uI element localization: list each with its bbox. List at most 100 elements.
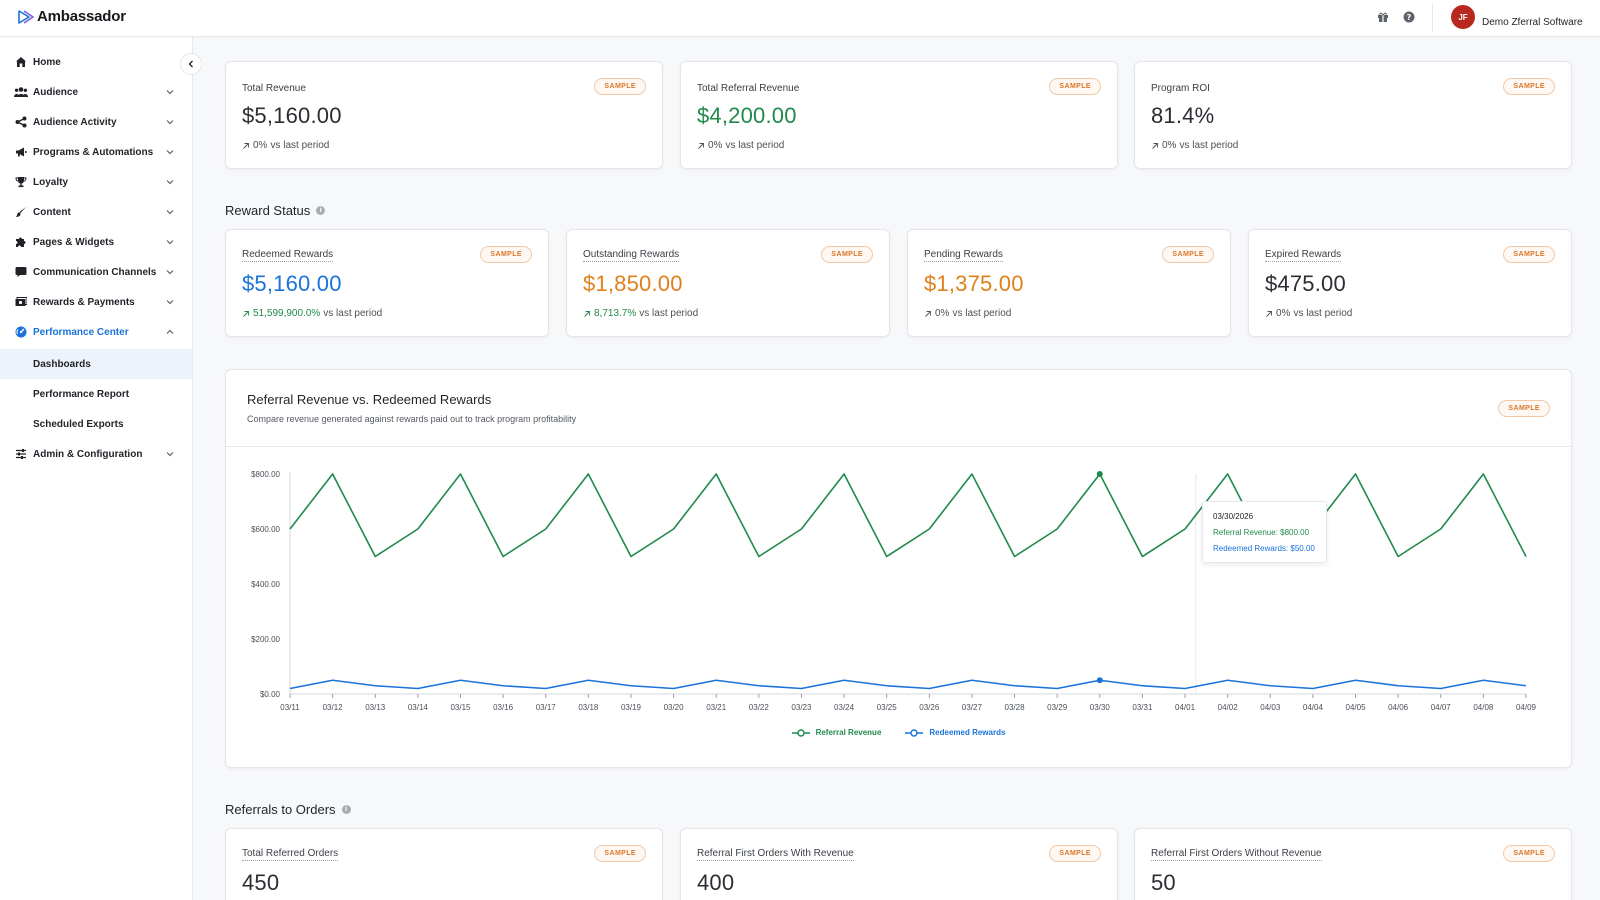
kpi-change: 0% vs last period (1265, 308, 1352, 319)
sidebar-item-performance-center[interactable]: Performance Center (0, 317, 192, 347)
sidebar-item-label: Performance Center (33, 326, 129, 338)
sidebar-item-label: Pages & Widgets (33, 236, 115, 248)
chevron-down-icon (166, 120, 174, 125)
sidebar-subitem-dashboards[interactable]: Dashboards (0, 349, 192, 379)
avatar[interactable]: JF (1451, 5, 1475, 29)
x-tick-label: 03/29 (1047, 703, 1068, 712)
kpi-change-suffix: vs last period (952, 308, 1012, 319)
sample-badge: SAMPLE (1162, 246, 1214, 263)
trophy-icon (14, 175, 28, 189)
sidebar-item-communication[interactable]: Communication Channels (0, 257, 192, 287)
y-tick-label: $0.00 (260, 690, 281, 699)
legend-line-marker-icon (905, 728, 924, 737)
sidebar-item-audience[interactable]: Audience (0, 77, 192, 107)
series-line-referral-revenue (289, 473, 1527, 558)
x-tick-label: 03/31 (1132, 703, 1153, 712)
sidebar-item-home[interactable]: Home (0, 47, 192, 77)
svg-text:?: ? (1407, 13, 1412, 22)
kpi-card-first-orders-with-revenue: Referral First Orders With Revenue SAMPL… (680, 828, 1118, 900)
sidebar-item-label: Rewards & Payments (33, 296, 135, 308)
sidebar-item-label: Loyalty (33, 176, 69, 188)
gift-icon[interactable] (1375, 9, 1391, 25)
kpi-label[interactable]: Redeemed Rewards (242, 249, 334, 262)
account-name[interactable]: Demo Zferral Software (1482, 17, 1583, 28)
kpi-card-expired-rewards: Expired Rewards SAMPLE $475.00 0% vs las… (1248, 229, 1572, 337)
chevron-down-icon (166, 90, 174, 95)
chevron-down-icon (166, 240, 174, 245)
sidebar-item-audience-activity[interactable]: Audience Activity (0, 107, 192, 137)
kpi-card-pending-rewards: Pending Rewards SAMPLE $1,375.00 0% vs l… (907, 229, 1231, 337)
sidebar-item-label: Admin & Configuration (33, 448, 143, 460)
y-tick-label: $400.00 (251, 580, 280, 589)
kpi-change: 8,713.7% vs last period (583, 308, 698, 319)
kpi-change: 0% vs last period (242, 140, 329, 151)
sidebar-item-label: Audience Activity (33, 116, 117, 128)
legend-item-referral-revenue[interactable]: Referral Revenue (791, 728, 882, 737)
chart-legend: Referral Revenue Redeemed Rewards (226, 728, 1571, 737)
kpi-value: $1,375.00 (924, 271, 1024, 296)
x-tick-label: 03/20 (664, 703, 685, 712)
sample-badge: SAMPLE (1503, 246, 1555, 263)
kpi-label[interactable]: Total Referred Orders (242, 848, 339, 861)
home-icon (14, 55, 28, 69)
kpi-label[interactable]: Referral First Orders Without Revenue (1151, 848, 1322, 861)
section-title-referrals-to-orders: Referrals to Orders i (225, 802, 351, 817)
x-tick-label: 03/11 (280, 703, 300, 712)
sidebar-subitem-performance-report[interactable]: Performance Report (0, 379, 192, 409)
y-tick-label: $800.00 (251, 470, 280, 479)
kpi-change-value: 8,713.7% (594, 308, 637, 319)
kpi-card-program-roi: Program ROI SAMPLE 81.4% 0% vs last peri… (1134, 61, 1572, 169)
y-tick-label: $200.00 (251, 635, 280, 644)
kpi-label[interactable]: Pending Rewards (924, 249, 1003, 262)
series-line-redeemed-rewards (289, 679, 1527, 690)
kpi-label[interactable]: Referral First Orders With Revenue (697, 848, 854, 861)
sidebar-collapse-button[interactable] (180, 53, 202, 75)
sidebar-item-pages-widgets[interactable]: Pages & Widgets (0, 227, 192, 257)
kpi-label[interactable]: Outstanding Rewards (583, 249, 680, 262)
tooltip-revenue: Referral Revenue: $800.00 (1213, 528, 1310, 537)
tooltip-date: 03/30/2026 (1213, 512, 1254, 521)
sidebar-item-programs[interactable]: Programs & Automations (0, 137, 192, 167)
section-title-text: Reward Status (225, 203, 311, 218)
arrow-up-right-icon (243, 142, 249, 149)
kpi-value: 400 (697, 870, 735, 895)
sidebar-subitem-label: Performance Report (33, 389, 130, 400)
line-chart[interactable]: $0.00 $200.00 $400.00 $600.00 $800.00 03/11 03… (226, 447, 1571, 722)
info-icon[interactable]: i (341, 805, 351, 814)
app-logo[interactable]: Ambassador (17, 8, 126, 25)
x-tick-label: 04/02 (1218, 703, 1239, 712)
kpi-change-value: 0% (935, 308, 950, 319)
legend-label: Redeemed Rewards (929, 728, 1006, 737)
chart-title: Referral Revenue vs. Redeemed Rewards (247, 392, 492, 407)
sidebar-item-label: Audience (33, 86, 79, 98)
kpi-card-first-orders-without-revenue: Referral First Orders Without Revenue SA… (1134, 828, 1572, 900)
info-icon[interactable]: i (316, 206, 326, 215)
sidebar-item-admin[interactable]: Admin & Configuration (0, 439, 192, 469)
x-tick-label: 04/04 (1303, 703, 1324, 712)
sample-badge: SAMPLE (594, 845, 646, 862)
legend-label: Referral Revenue (815, 728, 882, 737)
sidebar-subitem-scheduled-exports[interactable]: Scheduled Exports (0, 409, 192, 439)
sidebar-item-loyalty[interactable]: Loyalty (0, 167, 192, 197)
kpi-value: 81.4% (1151, 103, 1215, 128)
help-icon[interactable]: ? (1401, 9, 1417, 25)
kpi-card-total-referral-revenue: Total Referral Revenue SAMPLE $4,200.00 … (680, 61, 1118, 169)
kpi-value: 450 (242, 870, 280, 895)
x-tick-label: 03/24 (834, 703, 855, 712)
play-logo-icon (18, 9, 34, 24)
sidebar-item-label: Communication Channels (33, 266, 157, 278)
kpi-label[interactable]: Expired Rewards (1265, 249, 1342, 262)
legend-item-redeemed-rewards[interactable]: Redeemed Rewards (905, 728, 1005, 737)
kpi-card-total-revenue: Total Revenue SAMPLE $5,160.00 0% vs las… (225, 61, 663, 169)
sample-badge: SAMPLE (1049, 78, 1101, 95)
section-title-text: Referrals to Orders (225, 802, 336, 817)
sample-badge: SAMPLE (1498, 400, 1550, 417)
tooltip-rewards: Redeemed Rewards: $50.00 (1213, 544, 1315, 553)
x-tick-label: 03/15 (450, 703, 471, 712)
arrow-up-right-icon (1152, 142, 1158, 149)
sidebar-item-content[interactable]: Content (0, 197, 192, 227)
kpi-label: Total Revenue (242, 83, 306, 94)
sidebar-item-rewards-payments[interactable]: Rewards & Payments (0, 287, 192, 317)
sample-badge: SAMPLE (594, 78, 646, 95)
x-tick-label: 04/08 (1473, 703, 1494, 712)
